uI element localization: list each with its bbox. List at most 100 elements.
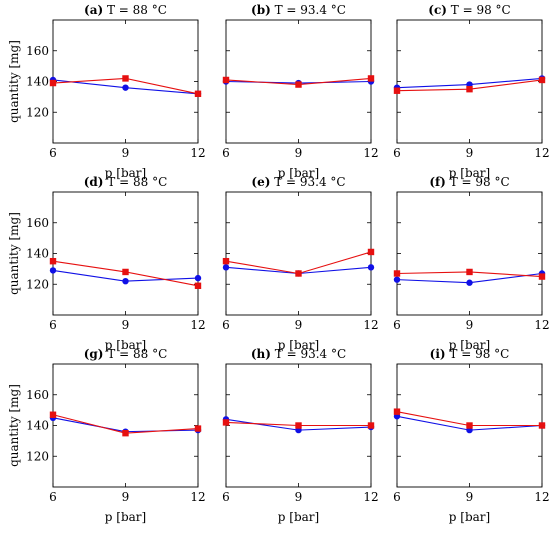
chart-panel-e: (e) T = 93.4 °C 6 9 12 p [bar] bbox=[222, 175, 378, 352]
x-tick-label: 6 bbox=[49, 318, 57, 332]
data-point-red bbox=[49, 257, 57, 265]
panel-letter: (b) bbox=[251, 3, 271, 17]
y-axis-label: quantity [mg] bbox=[7, 384, 21, 467]
panel-letter: (i) bbox=[430, 347, 446, 361]
x-axis-label: p [bar] bbox=[105, 338, 146, 352]
x-axis-label: p [bar] bbox=[449, 338, 490, 352]
x-axis-label: p [bar] bbox=[105, 166, 146, 180]
data-point-red bbox=[122, 268, 129, 276]
data-point-red bbox=[194, 282, 202, 289]
x-tick-label: 9 bbox=[466, 318, 474, 332]
panel-title: (h) T = 93.4 °C bbox=[251, 347, 346, 361]
y-tick-label: 140 bbox=[26, 247, 49, 261]
data-point-red bbox=[295, 270, 302, 277]
panel-title: (i) T = 98 °C bbox=[430, 347, 510, 361]
plot-frame bbox=[52, 363, 199, 488]
y-axis-label: quantity [mg] bbox=[7, 212, 21, 295]
x-tick-label: 9 bbox=[295, 146, 303, 160]
plot-frame bbox=[396, 191, 543, 316]
panel-letter: (e) bbox=[251, 175, 270, 189]
panel-title: (e) T = 93.4 °C bbox=[251, 175, 345, 189]
data-point-red bbox=[49, 79, 57, 87]
x-tick-label: 6 bbox=[49, 490, 57, 504]
panel-letter: (f) bbox=[429, 175, 446, 189]
x-tick-label: 6 bbox=[393, 490, 401, 504]
data-point-red bbox=[466, 85, 473, 93]
panel-title-text: T = 88 °C bbox=[103, 3, 167, 17]
x-tick-label: 12 bbox=[190, 146, 205, 160]
x-tick-label: 6 bbox=[393, 318, 401, 332]
data-point-red bbox=[367, 422, 375, 429]
panel-title: (a) T = 88 °C bbox=[84, 3, 167, 17]
data-point-blue bbox=[222, 264, 230, 271]
data-point-red bbox=[222, 257, 230, 265]
x-tick-label: 9 bbox=[122, 318, 130, 332]
x-tick-label: 12 bbox=[363, 318, 378, 332]
panel-title-text: T = 98 °C bbox=[446, 347, 510, 361]
x-tick-label: 9 bbox=[295, 490, 303, 504]
data-point-red bbox=[367, 75, 375, 82]
panel-title: (c) T = 98 °C bbox=[428, 3, 510, 17]
x-tick-label: 12 bbox=[534, 318, 549, 332]
data-point-blue bbox=[122, 277, 129, 285]
panel-letter: (a) bbox=[84, 3, 103, 17]
panel-title-text: T = 98 °C bbox=[446, 175, 510, 189]
chart-panel-f: (f) T = 98 °C 6 9 12 p [bar] bbox=[393, 175, 549, 352]
chart-panel-h: (h) T = 93.4 °C 6 9 12 p [bar] bbox=[222, 347, 378, 524]
plot-frame bbox=[225, 191, 372, 316]
data-point-red bbox=[393, 408, 401, 415]
data-point-red bbox=[222, 76, 230, 84]
panel-title-text: T = 93.4 °C bbox=[270, 175, 345, 189]
y-tick-label: 160 bbox=[26, 216, 49, 230]
x-tick-label: 9 bbox=[295, 318, 303, 332]
panel-title: (f) T = 98 °C bbox=[429, 175, 509, 189]
y-tick-label: 120 bbox=[26, 277, 49, 291]
x-tick-label: 6 bbox=[222, 146, 230, 160]
panel-title-text: T = 93.4 °C bbox=[271, 3, 346, 17]
data-point-red bbox=[222, 419, 230, 426]
x-tick-label: 9 bbox=[466, 490, 474, 504]
panel-title-text: T = 98 °C bbox=[447, 3, 511, 17]
x-axis-label: p [bar] bbox=[449, 166, 490, 180]
chart-panel-a: (a) T = 88 °C 6 9 12 120 140 160 p [bar] quantit… bbox=[7, 3, 206, 180]
data-point-blue bbox=[367, 264, 375, 271]
panel-letter: (d) bbox=[84, 175, 104, 189]
data-point-blue bbox=[194, 274, 202, 282]
data-point-red bbox=[122, 75, 129, 82]
data-point-red bbox=[122, 429, 129, 437]
x-tick-label: 9 bbox=[122, 146, 130, 160]
x-axis-label: p [bar] bbox=[449, 510, 490, 524]
x-tick-label: 6 bbox=[393, 146, 401, 160]
panel-title: (b) T = 93.4 °C bbox=[251, 3, 346, 17]
y-tick-label: 140 bbox=[26, 75, 49, 89]
data-point-red bbox=[466, 268, 473, 276]
panel-title: (g) T = 88 °C bbox=[84, 347, 168, 361]
y-tick-label: 160 bbox=[26, 388, 49, 402]
x-tick-label: 12 bbox=[190, 490, 205, 504]
data-point-red bbox=[538, 76, 546, 84]
data-point-red bbox=[393, 87, 401, 94]
x-tick-label: 12 bbox=[534, 146, 549, 160]
panel-letter: (h) bbox=[251, 347, 271, 361]
data-point-red bbox=[538, 422, 546, 429]
x-tick-label: 12 bbox=[363, 146, 378, 160]
x-axis-label: p [bar] bbox=[278, 510, 319, 524]
y-tick-label: 160 bbox=[26, 44, 49, 58]
series-line-red bbox=[225, 251, 372, 275]
panel-title-text: T = 88 °C bbox=[103, 175, 167, 189]
y-tick-label: 120 bbox=[26, 105, 49, 119]
data-point-red bbox=[194, 90, 202, 97]
panel-title-text: T = 88 °C bbox=[103, 347, 167, 361]
data-point-red bbox=[466, 422, 473, 429]
panel-letter: (g) bbox=[84, 347, 104, 361]
data-point-red bbox=[194, 425, 202, 432]
x-tick-label: 9 bbox=[122, 490, 130, 504]
data-point-blue bbox=[393, 276, 401, 283]
x-tick-label: 9 bbox=[466, 146, 474, 160]
x-tick-label: 12 bbox=[534, 490, 549, 504]
data-point-red bbox=[393, 270, 401, 277]
panel-title: (d) T = 88 °C bbox=[84, 175, 168, 189]
x-tick-label: 12 bbox=[363, 490, 378, 504]
y-tick-label: 120 bbox=[26, 449, 49, 463]
